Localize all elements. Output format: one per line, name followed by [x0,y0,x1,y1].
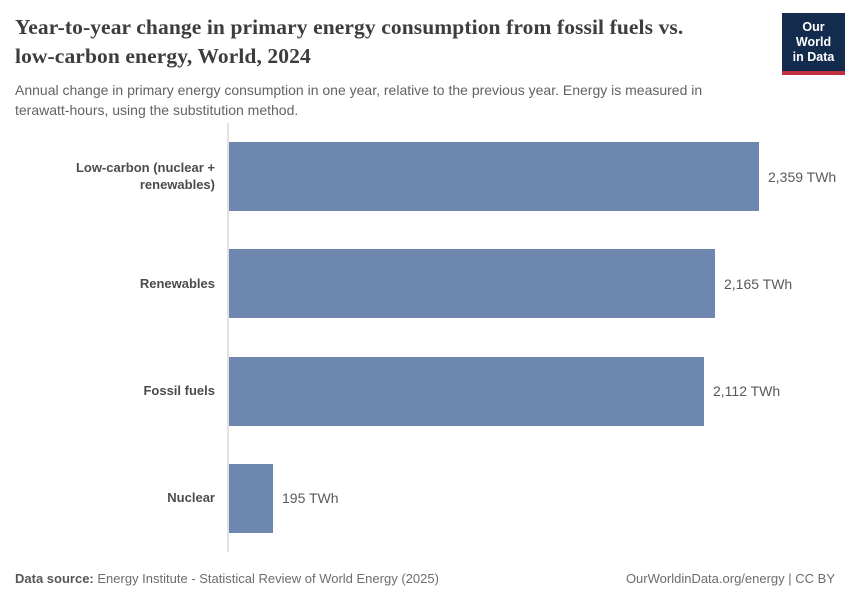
bar-area: 2,165 TWh [229,249,850,319]
value-label: 2,165 TWh [724,275,793,292]
bar-area: 195 TWh [229,463,850,533]
chart-footer: Data source: Energy Institute - Statisti… [15,571,835,586]
data-source-label: Data source: [15,571,94,586]
bar-chart-rows: Low-carbon (nuclear + renewables) 2,359 T… [0,123,850,552]
bar[interactable] [229,249,715,319]
chart-header: Year-to-year change in primary energy co… [15,13,845,121]
data-source-text: Energy Institute - Statistical Review of… [97,571,439,586]
value-label: 2,112 TWh [713,383,781,400]
attribution-link[interactable]: OurWorldinData.org/energy | CC BY [625,571,835,586]
logo-line-2: in Data [792,50,835,64]
bar[interactable] [229,463,273,533]
bar-area: 2,359 TWh [229,142,850,212]
chart-row: Low-carbon (nuclear + renewables) 2,359 T… [0,123,850,230]
chart-row: Fossil fuels 2,112 TWh [0,338,850,445]
chart-subtitle: Annual change in primary energy consumpt… [15,82,703,119]
category-label: Renewables [139,275,215,291]
owid-logo: Our World in Data [782,13,845,75]
chart-row: Nuclear 195 TWh [0,445,850,552]
value-label: 195 TWh [282,490,339,507]
category-label: Low-carbon (nuclear + renewables) [75,160,215,192]
bar[interactable] [229,142,759,212]
chart-row: Renewables 2,165 TWh [0,230,850,337]
title-block: Year-to-year change in primary energy co… [15,13,755,121]
data-source: Data source: Energy Institute - Statisti… [15,571,439,586]
value-label: 2,359 TWh [768,168,837,185]
bar[interactable] [229,356,704,426]
category-label: Nuclear [167,490,215,506]
category-label: Fossil fuels [143,383,215,398]
bar-chart: Low-carbon (nuclear + renewables) 2,359 T… [0,123,850,552]
y-axis-line [227,123,229,552]
logo-line-1: Our World [795,20,832,49]
chart-title: Year-to-year change in primary energy co… [15,15,684,68]
bar-area: 2,112 TWh [229,356,850,426]
